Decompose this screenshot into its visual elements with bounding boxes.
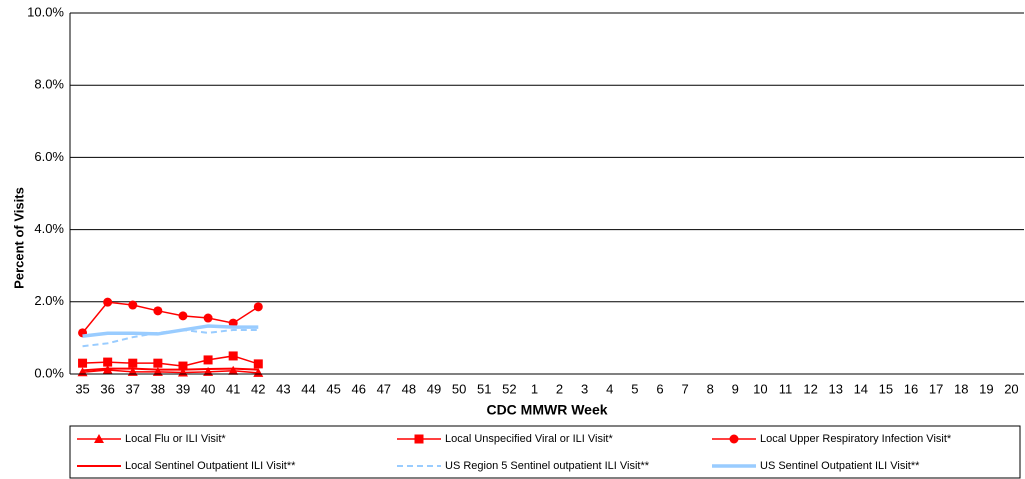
y-axis-title: Percent of Visits (11, 187, 26, 289)
marker (178, 361, 188, 371)
marker (203, 313, 213, 323)
x-tick-label: 17 (929, 381, 943, 396)
x-tick-label: 45 (326, 381, 340, 396)
x-tick-label: 36 (100, 381, 114, 396)
series-line (82, 369, 259, 374)
y-tick-label: 8.0% (34, 77, 64, 92)
legend-label: Local Unspecified Viral or ILI Visit* (445, 433, 613, 445)
marker (128, 300, 138, 310)
x-tick-label: 37 (126, 381, 140, 396)
x-axis-title: CDC MMWR Week (486, 402, 607, 418)
x-tick-label: 10 (753, 381, 767, 396)
series-line (82, 324, 259, 338)
x-tick-label: 38 (151, 381, 165, 396)
x-tick-label: 20 (1004, 381, 1018, 396)
x-tick-label: 12 (803, 381, 817, 396)
legend-box (69, 425, 1021, 479)
marker (203, 355, 213, 365)
x-tick-label: 9 (732, 381, 739, 396)
y-tick-label: 0.0% (34, 365, 64, 380)
x-tick-label: 46 (351, 381, 365, 396)
x-tick-label: 41 (226, 381, 240, 396)
x-tick-label: 19 (979, 381, 993, 396)
x-tick-label: 44 (301, 381, 315, 396)
x-tick-label: 15 (879, 381, 893, 396)
x-tick-label: 39 (176, 381, 190, 396)
x-tick-label: 42 (251, 381, 265, 396)
x-tick-label: 6 (656, 381, 663, 396)
x-tick-label: 4 (606, 381, 613, 396)
legend-label: US Region 5 Sentinel outpatient ILI Visi… (445, 460, 650, 472)
x-tick-label: 5 (631, 381, 638, 396)
marker (253, 302, 263, 312)
x-tick-label: 13 (828, 381, 842, 396)
x-tick-label: 3 (581, 381, 588, 396)
x-tick-label: 1 (531, 381, 538, 396)
x-tick-label: 43 (276, 381, 290, 396)
legend-label: Local Sentinel Outpatient ILI Visit** (125, 460, 296, 472)
y-tick-label: 4.0% (34, 221, 64, 236)
marker (228, 365, 239, 375)
x-tick-label: 48 (402, 381, 416, 396)
x-tick-label: 18 (954, 381, 968, 396)
y-tick-label: 10.0% (27, 4, 64, 19)
marker (153, 358, 163, 368)
marker (78, 358, 88, 368)
x-tick-label: 50 (452, 381, 466, 396)
marker (178, 311, 188, 321)
x-tick-label: 14 (854, 381, 868, 396)
x-tick-label: 11 (779, 381, 793, 396)
x-tick-label: 52 (502, 381, 516, 396)
marker (253, 359, 263, 369)
legend-marker (729, 434, 739, 444)
x-tick-label: 7 (681, 381, 688, 396)
legend-marker (414, 434, 424, 444)
marker (103, 357, 113, 367)
x-tick-label: 8 (707, 381, 714, 396)
marker (153, 306, 163, 316)
legend-label: Local Upper Respiratory Infection Visit* (760, 433, 952, 445)
x-tick-label: 51 (477, 381, 491, 396)
x-tick-label: 49 (427, 381, 441, 396)
legend-label: Local Flu or ILI Visit* (125, 433, 226, 445)
marker (253, 367, 264, 377)
legend-label: US Sentinel Outpatient ILI Visit** (760, 460, 920, 472)
x-tick-label: 16 (904, 381, 918, 396)
x-tick-label: 40 (201, 381, 215, 396)
x-tick-label: 2 (556, 381, 563, 396)
y-tick-label: 2.0% (34, 293, 64, 308)
marker (128, 358, 138, 368)
x-tick-label: 35 (75, 381, 89, 396)
series-line (82, 367, 259, 372)
y-tick-label: 6.0% (34, 149, 64, 164)
marker (103, 297, 113, 307)
marker (228, 351, 238, 361)
legend-marker (94, 434, 104, 443)
x-tick-label: 47 (377, 381, 391, 396)
